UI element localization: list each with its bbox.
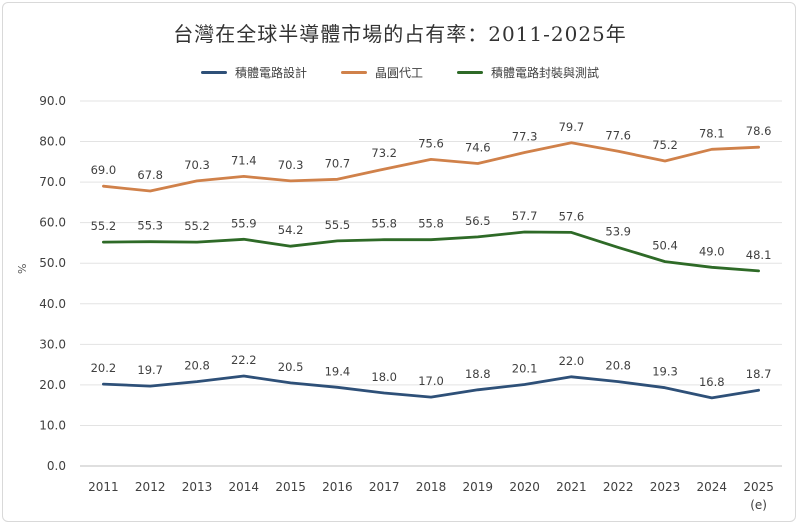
data-label: 75.2 bbox=[652, 138, 678, 152]
legend-item-foundry: 晶圓代工 bbox=[340, 64, 423, 81]
data-label: 73.2 bbox=[371, 146, 397, 160]
data-label: 70.7 bbox=[325, 156, 351, 170]
data-label: 57.7 bbox=[512, 209, 538, 223]
data-label: 56.5 bbox=[465, 214, 491, 228]
data-label: 19.4 bbox=[325, 364, 351, 378]
data-label: 55.5 bbox=[325, 218, 351, 232]
data-label: 55.8 bbox=[418, 217, 444, 231]
data-label: 57.6 bbox=[559, 209, 585, 223]
data-label: 18.7 bbox=[746, 367, 772, 381]
x-tick-note: (e) bbox=[750, 498, 767, 512]
x-tick-label: 2011 bbox=[88, 480, 119, 494]
y-tick-label: 10.0 bbox=[39, 418, 66, 432]
data-label: 20.8 bbox=[605, 359, 631, 373]
y-tick-label: 90.0 bbox=[39, 94, 66, 108]
legend-label-packaging-testing: 積體電路封裝與測試 bbox=[491, 66, 600, 80]
data-label: 55.3 bbox=[137, 219, 163, 233]
x-tick-label: 2015 bbox=[275, 480, 306, 494]
y-tick-label: 30.0 bbox=[39, 337, 66, 351]
x-tick-label: 2022 bbox=[603, 480, 634, 494]
legend-swatch-foundry bbox=[340, 71, 367, 74]
x-tick-label: 2019 bbox=[463, 480, 494, 494]
data-label: 16.8 bbox=[699, 375, 725, 389]
data-label: 18.8 bbox=[465, 367, 491, 381]
data-label: 78.6 bbox=[746, 124, 772, 138]
y-tick-label: 70.0 bbox=[39, 175, 66, 189]
data-label: 78.1 bbox=[699, 126, 725, 140]
y-tick-label: 40.0 bbox=[39, 297, 66, 311]
data-label: 48.1 bbox=[746, 248, 772, 262]
y-tick-label: 60.0 bbox=[39, 216, 66, 230]
data-label: 53.9 bbox=[605, 224, 631, 238]
data-label: 22.2 bbox=[231, 353, 257, 367]
data-label: 19.7 bbox=[137, 363, 163, 377]
data-label: 74.6 bbox=[465, 140, 491, 154]
data-label: 70.3 bbox=[278, 158, 304, 172]
data-label: 54.2 bbox=[278, 223, 304, 237]
data-label: 77.6 bbox=[605, 128, 631, 142]
data-label: 22.0 bbox=[559, 354, 585, 368]
y-tick-label: 50.0 bbox=[39, 256, 66, 270]
legend-swatch-ic-design bbox=[200, 71, 227, 74]
series-line-ic-design bbox=[102, 374, 760, 400]
data-label: 55.9 bbox=[231, 216, 257, 230]
legend-item-ic-design: 積體電路設計 bbox=[200, 64, 307, 81]
x-tick-label: 2020 bbox=[509, 480, 540, 494]
y-tick-label: 0.0 bbox=[47, 459, 66, 473]
data-label: 17.0 bbox=[418, 374, 444, 388]
data-label: 55.2 bbox=[184, 219, 210, 233]
x-tick-label: 2018 bbox=[416, 480, 447, 494]
legend-label-ic-design: 積體電路設計 bbox=[234, 66, 307, 80]
x-tick-label: 2017 bbox=[369, 480, 400, 494]
x-tick-label: 2024 bbox=[697, 480, 728, 494]
data-label: 20.1 bbox=[512, 361, 538, 375]
series-line-foundry bbox=[102, 141, 760, 193]
data-label: 79.7 bbox=[559, 120, 585, 134]
data-label: 19.3 bbox=[652, 365, 678, 379]
x-tick-label: 2013 bbox=[182, 480, 213, 494]
x-tick-label: 2023 bbox=[650, 480, 681, 494]
data-label: 75.6 bbox=[418, 136, 444, 150]
data-label: 55.2 bbox=[91, 219, 117, 233]
data-label: 71.4 bbox=[231, 153, 257, 167]
data-label: 20.2 bbox=[91, 361, 117, 375]
legend-item-packaging-testing: 積體電路封裝與測試 bbox=[457, 64, 599, 81]
legend-swatch-packaging-testing bbox=[457, 71, 483, 74]
x-tick-label: 2021 bbox=[556, 480, 587, 494]
data-label: 67.8 bbox=[137, 168, 163, 182]
data-label: 20.5 bbox=[278, 360, 304, 374]
x-tick-label: 2012 bbox=[135, 480, 166, 494]
y-tick-label: 80.0 bbox=[39, 135, 66, 149]
data-label: 77.3 bbox=[512, 130, 538, 144]
x-tick-label: 2016 bbox=[322, 480, 353, 494]
legend: 積體電路設計 晶圓代工 積體電路封裝與測試 bbox=[0, 64, 800, 81]
data-label: 55.8 bbox=[371, 217, 397, 231]
y-tick-label: 20.0 bbox=[39, 378, 66, 392]
x-tick-label: 2025 bbox=[743, 480, 774, 494]
data-label: 70.3 bbox=[184, 158, 210, 172]
chart-title: 台灣在全球半導體市場的占有率：2011-2025年 bbox=[173, 22, 627, 46]
x-tick-label: 2014 bbox=[229, 480, 260, 494]
series-line-packaging-testing bbox=[102, 230, 760, 273]
data-label: 20.8 bbox=[184, 359, 210, 373]
legend-label-foundry: 晶圓代工 bbox=[374, 66, 423, 80]
data-label: 18.0 bbox=[371, 370, 397, 384]
data-label: 69.0 bbox=[91, 163, 117, 177]
data-label: 49.0 bbox=[699, 244, 725, 258]
data-label: 50.4 bbox=[652, 239, 678, 253]
